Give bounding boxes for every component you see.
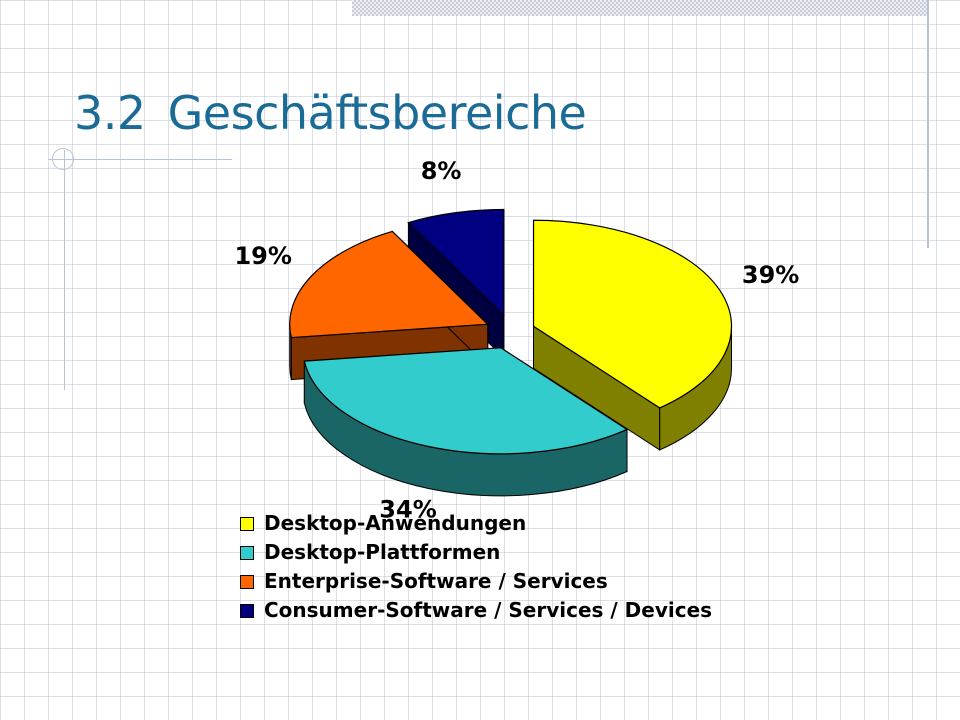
decorative-left-line: [64, 150, 65, 390]
legend-label: Desktop-Plattformen: [264, 539, 501, 564]
legend-label: Enterprise-Software / Services: [264, 568, 608, 593]
pie-data-label: 39%: [742, 261, 799, 289]
decorative-right-line: [927, 0, 929, 248]
pie-slice: [289, 230, 490, 339]
legend-swatch: [240, 603, 254, 618]
legend-item: Enterprise-Software / Services: [240, 566, 712, 595]
pie-data-label: 8%: [421, 157, 462, 185]
decorative-circle: [52, 148, 74, 170]
pie-data-label: 19%: [234, 242, 291, 270]
legend-label: Desktop-Anwendungen: [264, 510, 527, 535]
legend-item: Desktop-Anwendungen: [240, 508, 712, 537]
pie-data-label: 34%: [379, 496, 436, 524]
legend-swatch: [240, 516, 254, 531]
legend-item: Consumer-Software / Services / Devices: [240, 595, 712, 624]
legend-swatch: [240, 545, 254, 560]
legend-item: Desktop-Plattformen: [240, 537, 712, 566]
decorative-title-underline: [48, 159, 232, 160]
pie-slice: [532, 219, 733, 409]
top-decorative-bar: [352, 0, 928, 16]
slide-title-text: Geschäftsbereiche: [167, 86, 587, 140]
legend-label: Consumer-Software / Services / Devices: [264, 597, 713, 622]
pie-slice: [303, 347, 629, 455]
slide-title-number: 3.2: [74, 86, 146, 140]
chart-legend: Desktop-Anwendungen Desktop-Plattformen …: [240, 508, 712, 624]
legend-swatch: [240, 574, 254, 589]
slide-title: 3.2 Geschäftsbereiche: [74, 86, 587, 140]
pie-top-faces: [289, 208, 733, 455]
pie-slice: [407, 208, 505, 317]
